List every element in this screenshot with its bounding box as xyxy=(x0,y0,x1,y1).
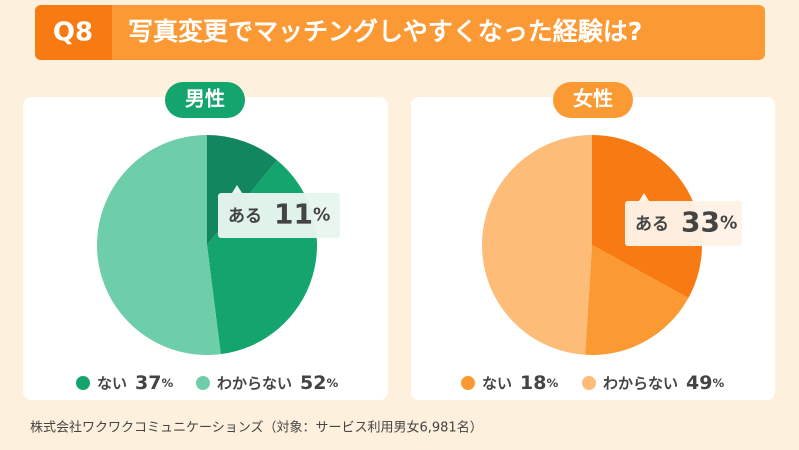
header-title: 写真変更でマッチングしやすくなった経験は? xyxy=(128,17,642,46)
callout-value: 33% xyxy=(681,206,737,239)
legend-dot xyxy=(582,376,596,390)
legend-value: 37% xyxy=(135,372,173,394)
legend-dot xyxy=(196,376,210,390)
legend-label: ない xyxy=(97,375,127,393)
chart-title: 男性 xyxy=(185,87,225,111)
callout-pointer xyxy=(232,185,242,193)
pie-slice xyxy=(482,135,592,355)
callout-value: 11% xyxy=(274,198,330,231)
chart-badge-bg xyxy=(553,82,633,118)
legend-value: 52% xyxy=(300,372,338,394)
callout-label: ある xyxy=(635,215,669,235)
legend-label: ない xyxy=(482,375,512,393)
header-bar xyxy=(35,5,765,60)
header-badge-bg xyxy=(35,5,112,60)
legend-dot xyxy=(461,376,475,390)
callout-pointer xyxy=(639,193,649,201)
legend-label: わからない xyxy=(603,375,678,393)
callout-box xyxy=(625,201,742,246)
legend-value: 49% xyxy=(686,372,724,394)
pie-slice xyxy=(97,135,221,355)
chart-badge-bg xyxy=(165,82,245,118)
pie-slice xyxy=(585,245,689,355)
callout-box xyxy=(218,193,340,238)
source-note: 株式会社ワクワクコミュニケーションズ（対象：サービス利用男女6,981名） xyxy=(30,420,483,436)
legend-value: 18% xyxy=(520,372,558,394)
chart-title: 女性 xyxy=(573,87,613,111)
callout-label: ある xyxy=(228,207,262,227)
header-badge: Q8 xyxy=(53,18,93,48)
legend-dot xyxy=(76,376,90,390)
legend-label: わからない xyxy=(217,375,292,393)
